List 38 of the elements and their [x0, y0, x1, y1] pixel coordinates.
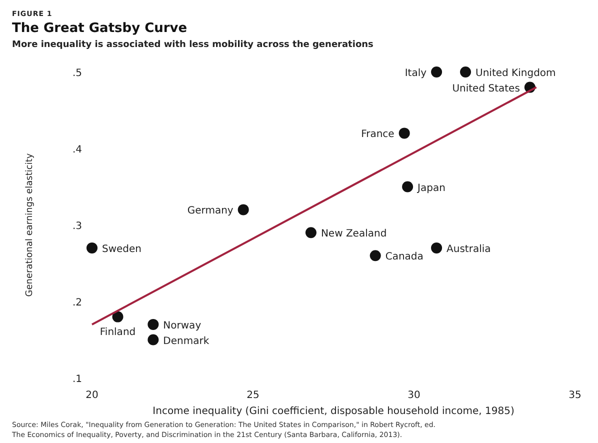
- point: [148, 318, 159, 330]
- point: [402, 181, 414, 192]
- series-label: France: [361, 129, 394, 140]
- point: [431, 242, 442, 254]
- point: [305, 227, 316, 238]
- x-tick-label: 30: [408, 390, 420, 401]
- series-label: Australia: [446, 244, 491, 255]
- series-label: Denmark: [163, 336, 210, 347]
- x-tick-label: 25: [246, 390, 260, 401]
- point: [460, 66, 472, 78]
- point: [370, 250, 381, 262]
- x-tick-label: 20: [86, 390, 98, 401]
- y-tick-label: .5: [72, 68, 82, 79]
- series-label: New Zealand: [320, 228, 387, 240]
- point: [238, 204, 249, 216]
- y-axis-title: Generational earnings elasticity: [25, 152, 35, 297]
- series-label: Finland: [100, 326, 136, 338]
- series-label: Japan: [416, 182, 446, 194]
- point: [398, 128, 410, 139]
- point: [86, 242, 98, 254]
- y-tick-label: .3: [72, 221, 82, 232]
- y-tick-label: .2: [72, 298, 82, 308]
- y-tick-label: .1: [72, 374, 82, 385]
- chart-subtitle: More inequality is associated with less mobility across the generations: [12, 40, 374, 50]
- point: [431, 66, 442, 78]
- point: [112, 311, 124, 322]
- chart-title: The Great Gatsby Curve: [12, 21, 188, 36]
- series-label: Sweden: [102, 244, 142, 255]
- x-tick-label: 35: [568, 390, 582, 401]
- x-axis-title: Income inequality (Gini coefficient, disposable household income, 1985): [152, 406, 514, 417]
- y-tick-label: .4: [72, 144, 82, 156]
- series-label: United Kingdom: [476, 68, 556, 79]
- point: [148, 334, 159, 346]
- series-label: Italy: [404, 68, 427, 79]
- series-label: Germany: [187, 206, 234, 217]
- series-label: United States: [452, 83, 520, 94]
- series-label: Canada: [385, 252, 424, 263]
- series-label: Norway: [163, 320, 202, 332]
